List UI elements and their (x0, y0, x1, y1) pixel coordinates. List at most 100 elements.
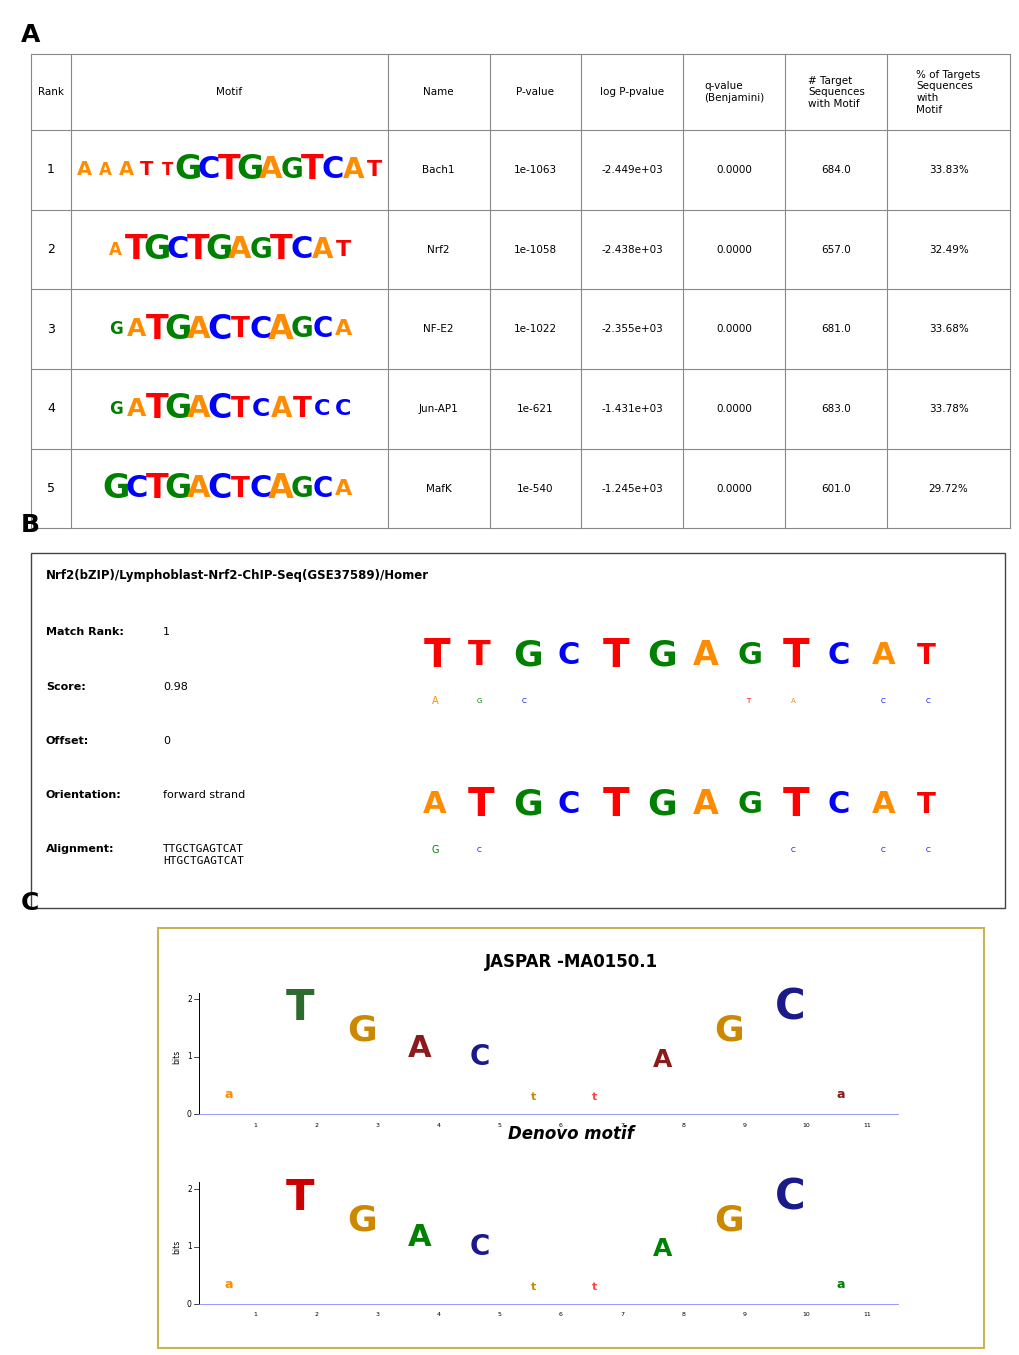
Text: 9: 9 (742, 1122, 746, 1127)
Text: A: A (652, 1237, 672, 1262)
Text: A: A (126, 317, 146, 341)
Text: 3: 3 (375, 1122, 379, 1127)
Text: A: A (342, 156, 364, 184)
Text: G: G (249, 236, 272, 264)
Text: C: C (557, 790, 580, 820)
Text: 8: 8 (681, 1122, 685, 1127)
Text: 5: 5 (47, 482, 55, 495)
Text: C: C (207, 472, 231, 505)
Text: a: a (836, 1088, 844, 1100)
Text: a: a (836, 1278, 844, 1290)
Text: T: T (335, 240, 351, 260)
Text: T: T (916, 642, 935, 669)
Text: A: A (126, 397, 146, 421)
Text: -1.245e+03: -1.245e+03 (601, 484, 662, 493)
Text: A: A (186, 314, 210, 344)
Text: G: G (290, 474, 313, 503)
Text: T: T (916, 791, 935, 818)
Text: 0.0000: 0.0000 (715, 324, 752, 335)
Text: 2: 2 (186, 1184, 192, 1194)
Text: 1e-621: 1e-621 (517, 404, 553, 413)
Text: B: B (20, 512, 40, 537)
Text: 681.0: 681.0 (820, 324, 851, 335)
Text: 1: 1 (253, 1122, 257, 1127)
Text: 11: 11 (862, 1312, 870, 1317)
Text: 7: 7 (620, 1122, 624, 1127)
Text: T: T (468, 786, 494, 824)
Text: T: T (285, 986, 314, 1028)
Text: 8: 8 (681, 1312, 685, 1317)
Text: 0.0000: 0.0000 (715, 165, 752, 175)
Text: T: T (366, 160, 381, 180)
Text: -2.449e+03: -2.449e+03 (601, 165, 662, 175)
Text: 2: 2 (47, 243, 55, 256)
Text: A: A (871, 641, 895, 671)
Text: 1e-1022: 1e-1022 (514, 324, 556, 335)
Text: A: A (20, 23, 40, 47)
Text: G: G (737, 790, 762, 820)
Text: T: T (146, 313, 168, 346)
Text: P-value: P-value (516, 87, 554, 98)
Text: 4: 4 (47, 402, 55, 416)
Text: T: T (125, 233, 148, 266)
Text: G: G (109, 320, 122, 339)
Text: C: C (251, 397, 269, 421)
Text: C: C (924, 698, 929, 703)
Text: C: C (334, 398, 351, 419)
Text: 1: 1 (186, 1243, 192, 1251)
Text: 33.68%: 33.68% (928, 324, 967, 335)
Text: T: T (230, 394, 249, 423)
Text: 5: 5 (497, 1122, 501, 1127)
Text: 684.0: 684.0 (820, 165, 851, 175)
Text: -2.438e+03: -2.438e+03 (601, 245, 662, 255)
Text: G: G (144, 233, 170, 266)
FancyBboxPatch shape (158, 928, 983, 1348)
Text: 0.0000: 0.0000 (715, 484, 752, 493)
Text: G: G (164, 472, 192, 505)
Text: A: A (268, 313, 293, 346)
Text: -2.355e+03: -2.355e+03 (601, 324, 662, 335)
Text: 10: 10 (801, 1122, 809, 1127)
Text: 3: 3 (47, 322, 55, 336)
Text: Name: Name (423, 87, 453, 98)
Text: A: A (423, 790, 446, 820)
Text: 2: 2 (186, 995, 192, 1004)
Text: Rank: Rank (38, 87, 64, 98)
Text: G: G (737, 641, 762, 671)
Text: log P-pvalue: log P-pvalue (600, 87, 663, 98)
Text: 33.78%: 33.78% (928, 404, 967, 413)
Text: A: A (692, 789, 717, 821)
Text: T: T (468, 640, 490, 672)
Text: 32.49%: 32.49% (928, 245, 967, 255)
Text: A: A (270, 394, 291, 423)
Text: G: G (513, 638, 542, 673)
Text: A: A (77, 160, 93, 179)
Text: Alignment:: Alignment: (46, 844, 114, 854)
Text: 1: 1 (186, 1053, 192, 1061)
Text: Orientation:: Orientation: (46, 790, 121, 799)
Text: Jun-AP1: Jun-AP1 (419, 404, 458, 413)
Text: JASPAR -MA0150.1: JASPAR -MA0150.1 (484, 953, 657, 970)
Text: 1e-1058: 1e-1058 (514, 245, 556, 255)
Text: Bach1: Bach1 (422, 165, 454, 175)
Text: 0.98: 0.98 (163, 682, 187, 691)
Text: G: G (713, 1203, 743, 1237)
Text: C: C (249, 314, 271, 344)
Text: G: G (513, 787, 542, 822)
Text: Score:: Score: (46, 682, 86, 691)
Text: t: t (591, 1092, 596, 1102)
Text: A: A (118, 160, 133, 179)
Text: A: A (334, 320, 352, 339)
Text: C: C (469, 1043, 489, 1070)
Text: T: T (146, 472, 168, 505)
Text: T: T (140, 160, 153, 179)
Text: A: A (259, 156, 282, 184)
Text: T: T (423, 637, 449, 675)
Text: C: C (249, 474, 271, 503)
Text: # Target
Sequences
with Motif: # Target Sequences with Motif (807, 76, 864, 108)
Text: -1.431e+03: -1.431e+03 (601, 404, 662, 413)
Text: G: G (431, 844, 438, 855)
Text: bits: bits (172, 1240, 180, 1253)
Text: A: A (334, 478, 352, 499)
Text: G: G (164, 313, 192, 346)
